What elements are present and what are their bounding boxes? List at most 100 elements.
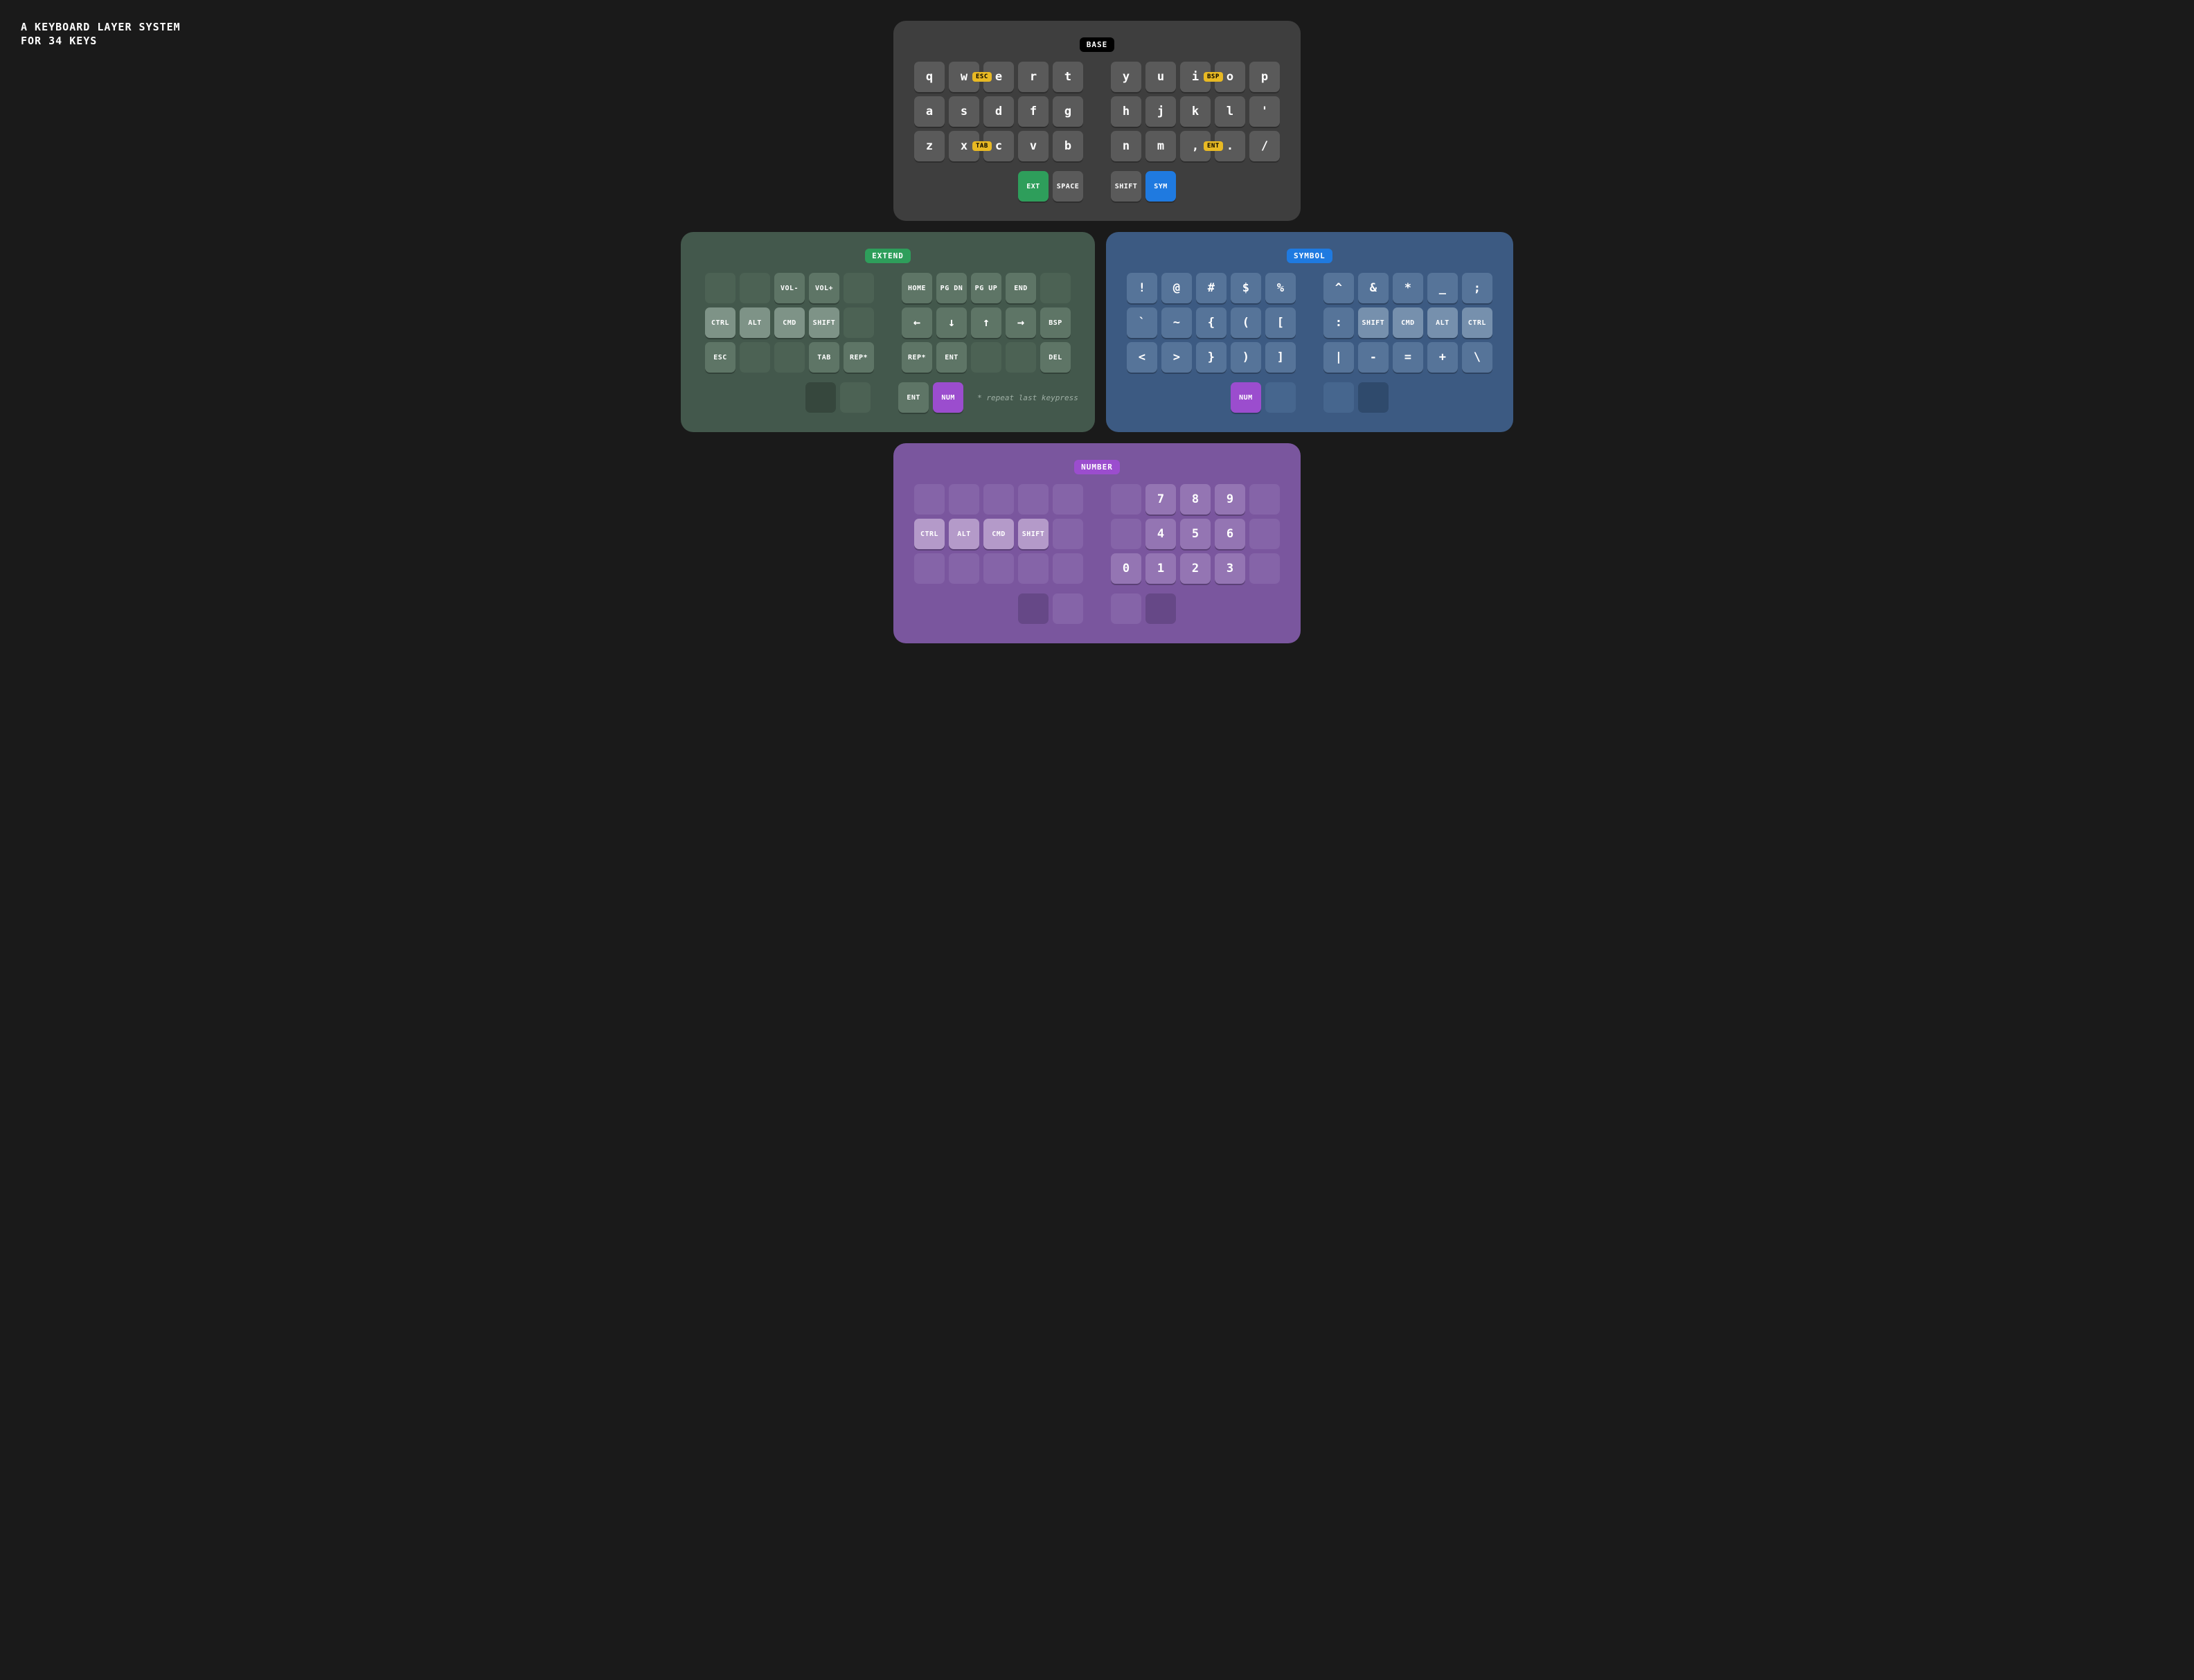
key-b[interactable]: b	[1053, 131, 1083, 161]
key-pgdn[interactable]: PG DN	[936, 273, 967, 303]
key-[interactable]: -	[1358, 342, 1389, 373]
key-pgup[interactable]: PG UP	[971, 273, 1001, 303]
key-l[interactable]: l	[1215, 96, 1245, 127]
key-[interactable]: |	[1323, 342, 1354, 373]
key-tab[interactable]: TAB	[809, 342, 839, 373]
key-[interactable]: $	[1231, 273, 1261, 303]
key-p[interactable]: p	[1249, 62, 1280, 92]
key-[interactable]: ↓	[936, 307, 967, 338]
key-q[interactable]: q	[914, 62, 945, 92]
key-[interactable]: ←	[902, 307, 932, 338]
key-home[interactable]: HOME	[902, 273, 932, 303]
key-k[interactable]: k	[1180, 96, 1211, 127]
key-cmd[interactable]: CMD	[1393, 307, 1423, 338]
key-ent[interactable]: ENT	[936, 342, 967, 373]
key-alt[interactable]: ALT	[949, 519, 979, 549]
key-g[interactable]: g	[1053, 96, 1083, 127]
key-[interactable]: \	[1462, 342, 1492, 373]
key-[interactable]: ]	[1265, 342, 1296, 373]
key-x[interactable]: xTAB	[949, 131, 979, 161]
key-i[interactable]: iBSP	[1180, 62, 1211, 92]
key-sym[interactable]: SYM	[1145, 171, 1176, 202]
key-alt[interactable]: ALT	[1427, 307, 1458, 338]
key-end[interactable]: END	[1006, 273, 1036, 303]
key-num[interactable]: NUM	[933, 382, 963, 413]
key-[interactable]: =	[1393, 342, 1423, 373]
key-[interactable]: /	[1249, 131, 1280, 161]
key-[interactable]: >	[1161, 342, 1192, 373]
key-shift[interactable]: SHIFT	[809, 307, 839, 338]
key-t[interactable]: t	[1053, 62, 1083, 92]
key-[interactable]: (	[1231, 307, 1261, 338]
key-v[interactable]: v	[1018, 131, 1049, 161]
key-cmd[interactable]: CMD	[983, 519, 1014, 549]
key-[interactable]: →	[1006, 307, 1036, 338]
key-[interactable]: '	[1249, 96, 1280, 127]
key-[interactable]: !	[1127, 273, 1157, 303]
hand-split	[878, 342, 898, 373]
key-shift[interactable]: SHIFT	[1111, 171, 1141, 202]
key-blank	[1111, 519, 1141, 549]
key-[interactable]: @	[1161, 273, 1192, 303]
key-[interactable]: ^	[1323, 273, 1354, 303]
key-shift[interactable]: SHIFT	[1358, 307, 1389, 338]
key-ext[interactable]: EXT	[1018, 171, 1049, 202]
key-s[interactable]: s	[949, 96, 979, 127]
key-6[interactable]: 6	[1215, 519, 1245, 549]
key-j[interactable]: j	[1145, 96, 1176, 127]
key-5[interactable]: 5	[1180, 519, 1211, 549]
key-[interactable]: [	[1265, 307, 1296, 338]
key-y[interactable]: y	[1111, 62, 1141, 92]
key-z[interactable]: z	[914, 131, 945, 161]
key-[interactable]: {	[1196, 307, 1227, 338]
key-del[interactable]: DEL	[1040, 342, 1071, 373]
key-[interactable]: :	[1323, 307, 1354, 338]
key-[interactable]: )	[1231, 342, 1261, 373]
key-[interactable]: +	[1427, 342, 1458, 373]
key-[interactable]: _	[1427, 273, 1458, 303]
key-[interactable]: <	[1127, 342, 1157, 373]
key-rep[interactable]: REP*	[844, 342, 874, 373]
key-space[interactable]: SPACE	[1053, 171, 1083, 202]
key-rep[interactable]: REP*	[902, 342, 932, 373]
key-w[interactable]: wESC	[949, 62, 979, 92]
key-1[interactable]: 1	[1145, 553, 1176, 584]
key-[interactable]: ,ENT	[1180, 131, 1211, 161]
key-u[interactable]: u	[1145, 62, 1176, 92]
key-[interactable]: #	[1196, 273, 1227, 303]
key-8[interactable]: 8	[1180, 484, 1211, 515]
key-shift[interactable]: SHIFT	[1018, 519, 1049, 549]
key-bsp[interactable]: BSP	[1040, 307, 1071, 338]
key-ctrl[interactable]: CTRL	[914, 519, 945, 549]
key-cmd[interactable]: CMD	[774, 307, 805, 338]
key-a[interactable]: a	[914, 96, 945, 127]
key-r[interactable]: r	[1018, 62, 1049, 92]
key-n[interactable]: n	[1111, 131, 1141, 161]
key-ctrl[interactable]: CTRL	[705, 307, 735, 338]
key-7[interactable]: 7	[1145, 484, 1176, 515]
key-3[interactable]: 3	[1215, 553, 1245, 584]
key-ctrl[interactable]: CTRL	[1462, 307, 1492, 338]
key-vol[interactable]: VOL+	[809, 273, 839, 303]
key-0[interactable]: 0	[1111, 553, 1141, 584]
key-ent[interactable]: ENT	[898, 382, 929, 413]
key-d[interactable]: d	[983, 96, 1014, 127]
key-[interactable]: ;	[1462, 273, 1492, 303]
key-4[interactable]: 4	[1145, 519, 1176, 549]
key-esc[interactable]: ESC	[705, 342, 735, 373]
key-[interactable]: %	[1265, 273, 1296, 303]
key-[interactable]: *	[1393, 273, 1423, 303]
key-f[interactable]: f	[1018, 96, 1049, 127]
key-m[interactable]: m	[1145, 131, 1176, 161]
key-alt[interactable]: ALT	[740, 307, 770, 338]
key-9[interactable]: 9	[1215, 484, 1245, 515]
key-num[interactable]: NUM	[1231, 382, 1261, 413]
key-h[interactable]: h	[1111, 96, 1141, 127]
key-[interactable]: &	[1358, 273, 1389, 303]
key-[interactable]: ~	[1161, 307, 1192, 338]
key-[interactable]: }	[1196, 342, 1227, 373]
key-vol[interactable]: VOL-	[774, 273, 805, 303]
key-[interactable]: `	[1127, 307, 1157, 338]
key-2[interactable]: 2	[1180, 553, 1211, 584]
key-[interactable]: ↑	[971, 307, 1001, 338]
